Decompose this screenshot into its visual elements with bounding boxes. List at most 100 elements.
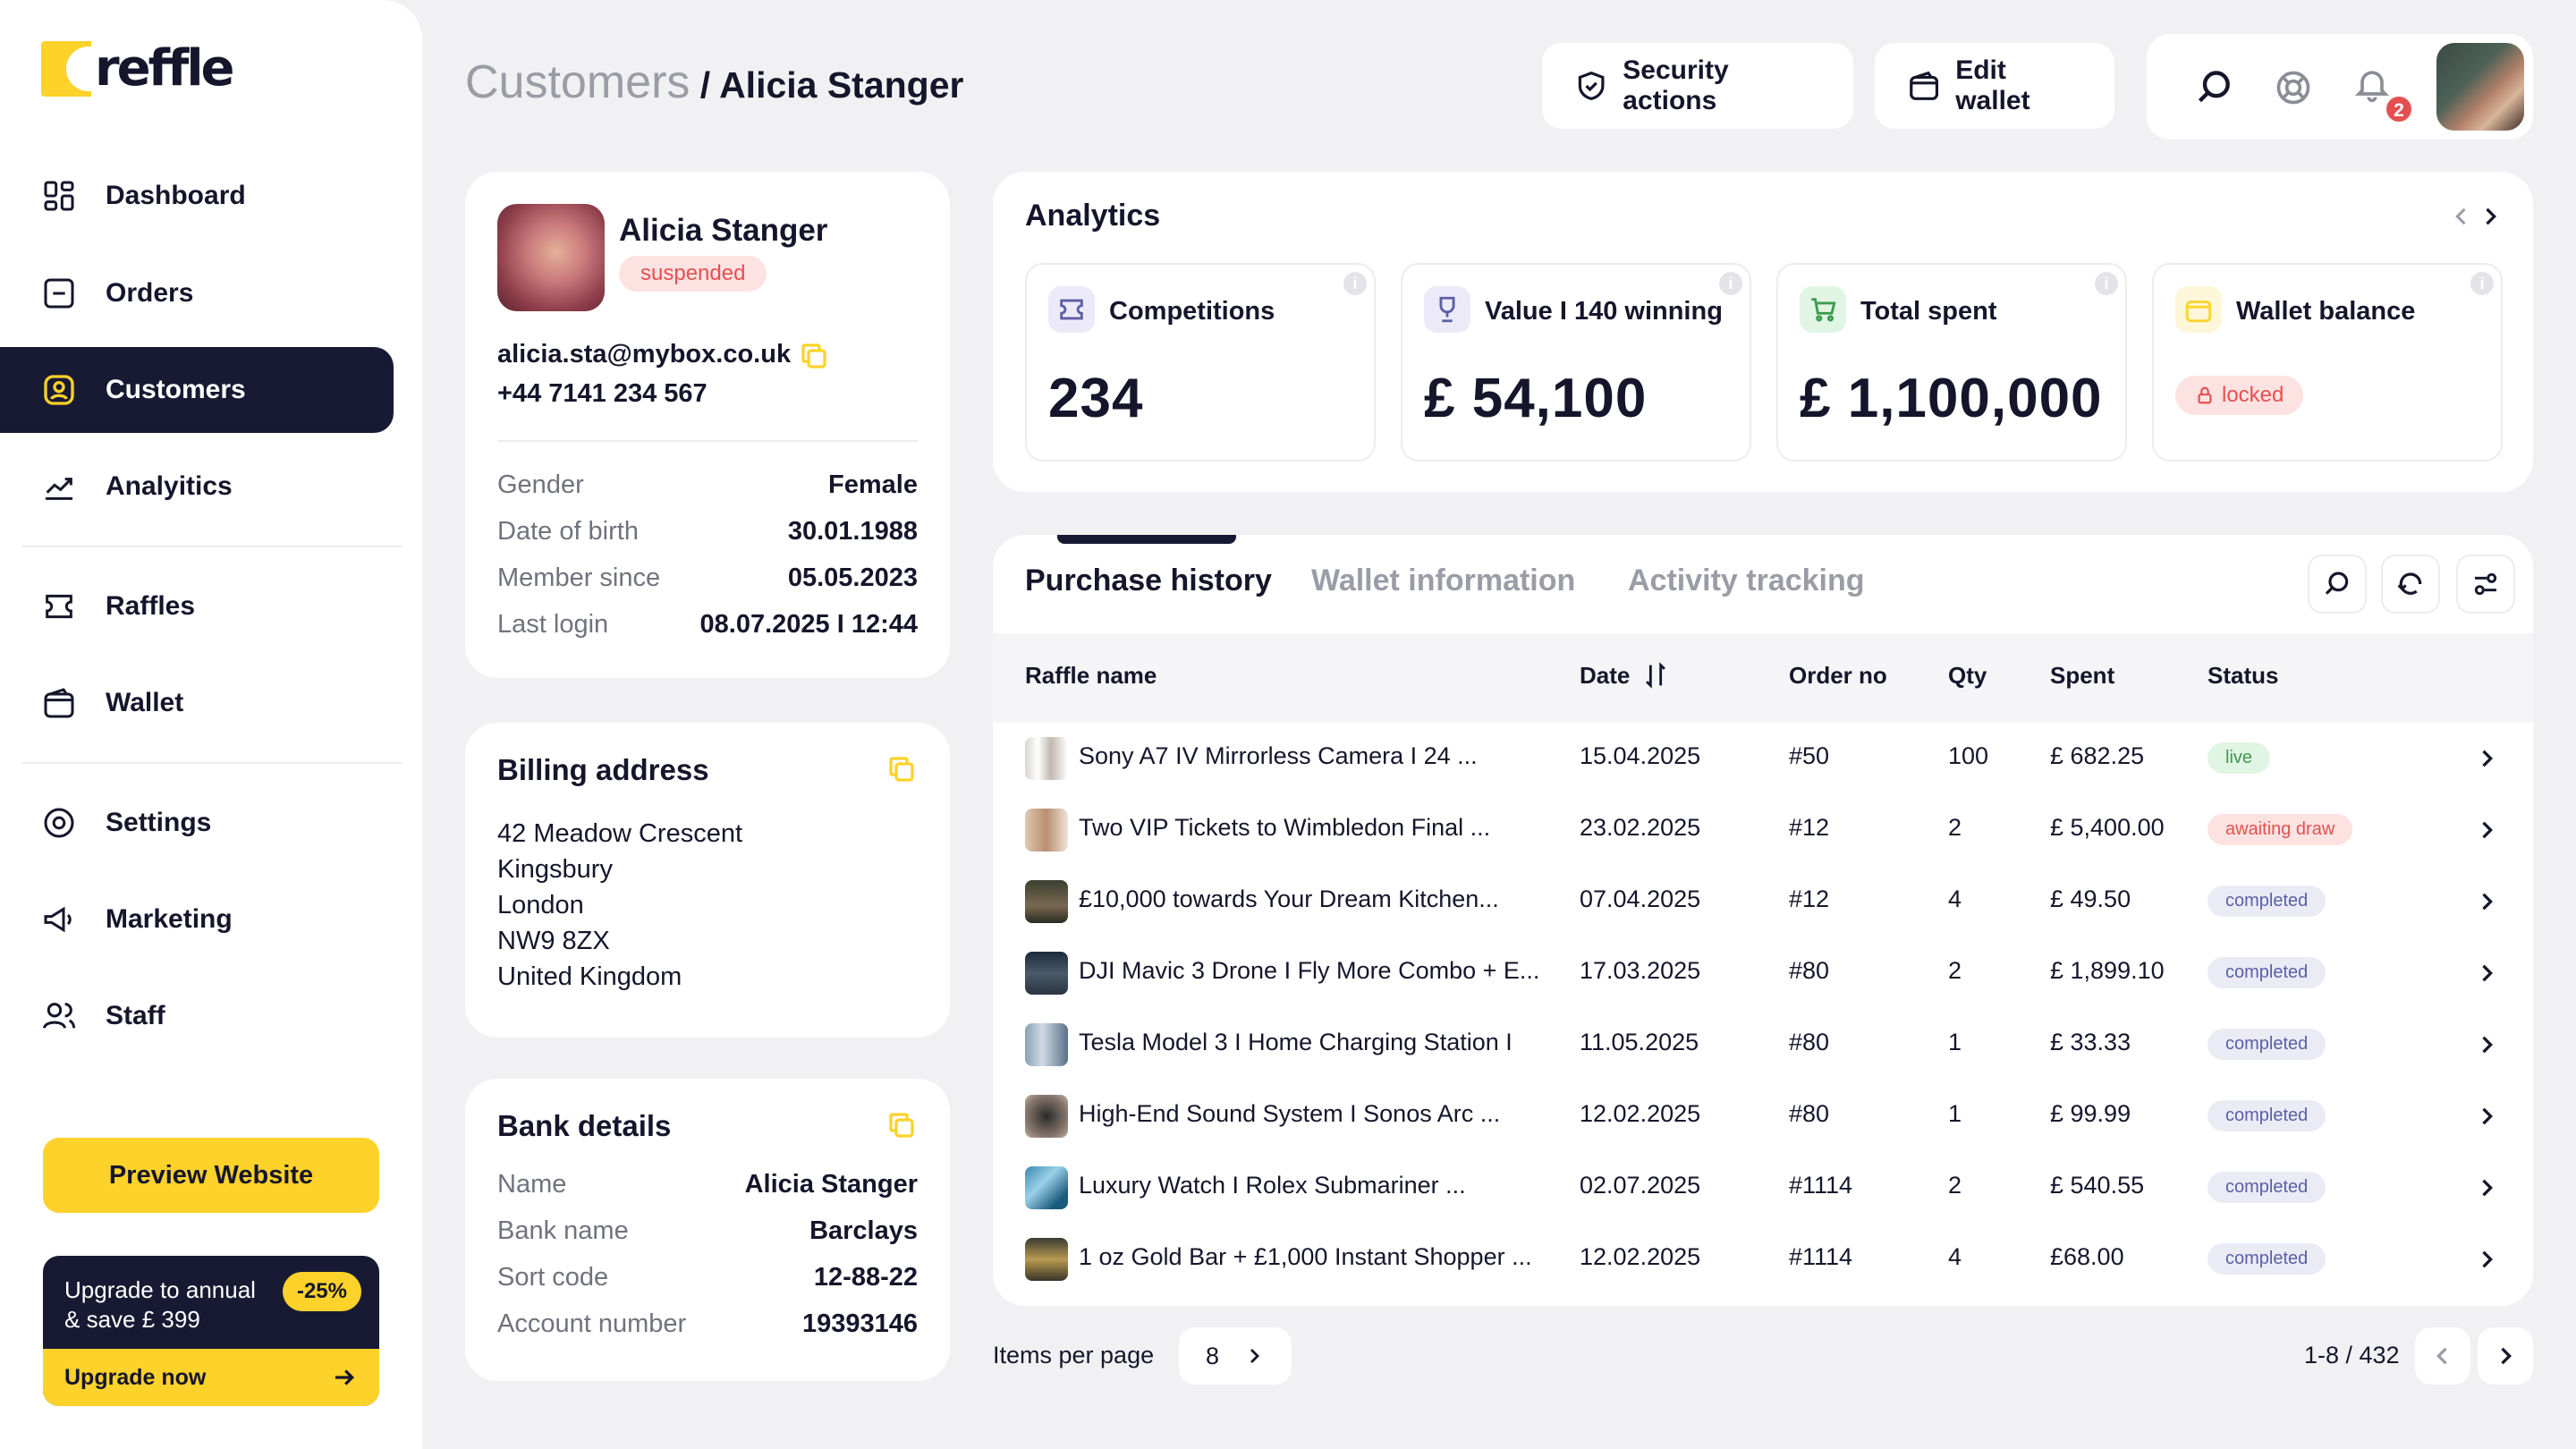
table-row[interactable]: Sony A7 IV Mirrorless Camera I 24 ... 15… [993, 723, 2533, 794]
table-row[interactable]: Two VIP Tickets to Wimbledon Final ... 2… [993, 794, 2533, 866]
chevron-right-icon[interactable] [2474, 1247, 2499, 1272]
edit-wallet-button[interactable]: Edit wallet [1875, 43, 2114, 129]
info-icon[interactable]: i [2095, 272, 2118, 295]
analytics-title: Analytics [1025, 199, 1161, 233]
info-icon[interactable]: i [1343, 272, 1367, 295]
chevron-right-icon[interactable] [2474, 961, 2499, 986]
table-refresh-button[interactable] [2381, 555, 2440, 614]
raffle-thumbnail [1025, 809, 1068, 852]
logo[interactable]: reffle [41, 39, 234, 97]
prev-page-button[interactable] [2415, 1327, 2470, 1385]
nav-label: Settings [106, 808, 212, 837]
nav-item-dashboard[interactable]: Dashboard [0, 153, 394, 239]
table-row[interactable]: Luxury Watch I Rolex Submariner ... 02.0… [993, 1152, 2533, 1224]
security-actions-button[interactable]: Security actions [1542, 43, 1853, 129]
status-badge: suspended [619, 256, 767, 292]
chevron-right-icon[interactable] [2474, 1032, 2499, 1057]
security-actions-label: Security actions [1623, 55, 1729, 115]
field-value: Female [828, 470, 918, 499]
nav-item-marketing[interactable]: Marketing [0, 877, 394, 962]
search-icon[interactable] [2195, 68, 2234, 107]
chevron-right-icon[interactable] [2474, 746, 2499, 771]
table-search-button[interactable] [2308, 555, 2367, 614]
stat-label: Total spent [1860, 297, 1997, 326]
field-value: 05.05.2023 [787, 564, 918, 592]
preview-website-button[interactable]: Preview Website [43, 1138, 379, 1213]
column-header-qty[interactable]: Qty [1948, 662, 1987, 689]
bank-row-account-number: Account number 19393146 [497, 1309, 918, 1339]
address-line: United Kingdom [497, 962, 682, 991]
sidebar: reffle Dashboard Orders Customers Analyi… [0, 0, 422, 1449]
info-icon[interactable]: i [2470, 272, 2494, 295]
status-badge: completed [2207, 1029, 2326, 1060]
nav-item-customers[interactable]: Customers [0, 347, 394, 433]
chevron-right-icon[interactable] [2474, 1104, 2499, 1129]
row-date: 12.02.2025 [1580, 1100, 1701, 1127]
row-spent: £ 540.55 [2050, 1172, 2145, 1199]
chevron-right-icon[interactable] [2478, 204, 2503, 229]
nav-item-raffles[interactable]: Raffles [0, 564, 394, 649]
raffle-thumbnail [1025, 952, 1068, 995]
profile-name: Alicia Stanger [619, 213, 828, 248]
active-tab-indicator [1057, 535, 1236, 544]
copy-icon[interactable] [886, 753, 918, 785]
chevron-right-icon [2501, 1347, 2512, 1365]
nav-label: Orders [106, 278, 194, 308]
nav-item-settings[interactable]: Settings [0, 780, 394, 866]
table-row[interactable]: High-End Sound System I Sonos Arc ... 12… [993, 1080, 2533, 1152]
profile-divider [497, 440, 918, 442]
profile-phone: +44 7141 234 567 [497, 379, 708, 408]
table-row[interactable]: £10,000 towards Your Dream Kitchen... 07… [993, 866, 2533, 937]
status-badge: completed [2207, 957, 2326, 988]
stat-label: Competitions [1109, 297, 1275, 326]
tab-wallet-information[interactable]: Wallet information [1311, 564, 1576, 597]
chevron-right-icon[interactable] [2474, 1175, 2499, 1200]
column-header-order-no[interactable]: Order no [1789, 662, 1887, 689]
bell-icon[interactable] [2352, 64, 2392, 104]
field-label: Last login [497, 610, 609, 639]
chevron-left-icon[interactable] [2449, 204, 2474, 229]
copy-icon[interactable] [798, 340, 830, 372]
table-row[interactable]: 1 oz Gold Bar + £1,000 Instant Shopper .… [993, 1224, 2533, 1295]
logo-text: reffle [95, 39, 234, 97]
column-header-date[interactable]: Date [1580, 662, 1631, 689]
raffle-name: Sony A7 IV Mirrorless Camera I 24 ... [1079, 742, 1478, 769]
nav-item-orders[interactable]: Orders [0, 250, 394, 336]
top-icon-bar: 2 [2147, 34, 2533, 140]
nav-item-wallet[interactable]: Wallet [0, 660, 394, 746]
table-row[interactable]: Tesla Model 3 I Home Charging Station I … [993, 1009, 2533, 1080]
profile-card: Alicia Stanger suspended alicia.sta@mybo… [465, 172, 950, 678]
column-header-status[interactable]: Status [2207, 662, 2279, 689]
upgrade-now-button[interactable]: Upgrade now [43, 1349, 379, 1406]
discount-badge: -25% [282, 1272, 361, 1311]
support-icon[interactable] [2274, 68, 2313, 107]
nav-label: Wallet [106, 688, 184, 717]
items-per-page-label: Items per page [993, 1342, 1155, 1368]
analytics-icon [46, 478, 72, 500]
copy-icon[interactable] [886, 1109, 918, 1141]
field-label: Date of birth [497, 517, 639, 546]
avatar[interactable] [2436, 43, 2524, 131]
chevron-right-icon[interactable] [2474, 818, 2499, 843]
next-page-button[interactable] [2478, 1327, 2533, 1385]
table-row[interactable]: DJI Mavic 3 Drone I Fly More Combo + E..… [993, 937, 2533, 1009]
row-spent: £ 682.25 [2050, 742, 2145, 769]
bank-row-name: Name Alicia Stanger [497, 1170, 918, 1199]
sort-icon[interactable] [1640, 660, 1671, 691]
nav-item-analytics[interactable]: Analyitics [0, 444, 394, 530]
row-qty: 1 [1948, 1029, 1962, 1055]
chevron-right-icon[interactable] [2474, 889, 2499, 914]
tab-activity-tracking[interactable]: Activity tracking [1628, 564, 1865, 597]
tab-purchase-history[interactable]: Purchase history [1025, 564, 1272, 597]
nav-item-staff[interactable]: Staff [0, 973, 394, 1059]
column-header-raffle-name[interactable]: Raffle name [1025, 662, 1157, 689]
breadcrumb-parent[interactable]: Customers [465, 56, 691, 108]
column-header-spent[interactable]: Spent [2050, 662, 2115, 689]
nav-divider [21, 762, 402, 764]
items-per-page-select[interactable]: 8 [1179, 1327, 1292, 1385]
field-label: Bank name [497, 1216, 629, 1245]
table-filter-button[interactable] [2456, 555, 2515, 614]
info-icon[interactable]: i [1719, 272, 1742, 295]
row-date: 23.02.2025 [1580, 814, 1701, 841]
nav-label: Staff [106, 1001, 165, 1030]
